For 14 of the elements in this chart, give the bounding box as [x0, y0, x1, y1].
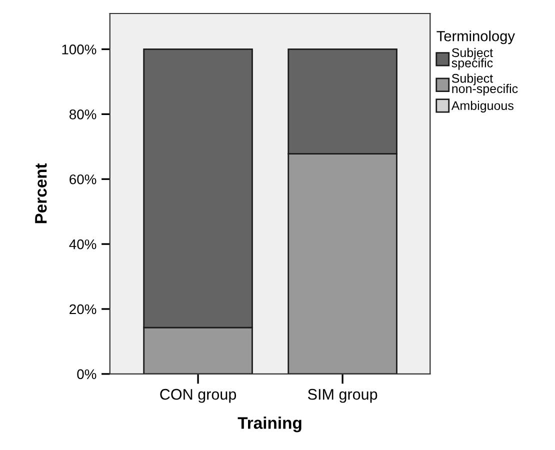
- y-tick-label: 0%: [77, 369, 96, 380]
- y-tick-label: 60%: [70, 174, 96, 184]
- legend-title: Terminology: [436, 30, 515, 44]
- y-tick-label: 20%: [70, 304, 96, 314]
- y-tick-label: 80%: [70, 110, 96, 120]
- y-axis-title: Percent: [35, 163, 47, 224]
- legend-label: Subject specific: [452, 48, 493, 70]
- x-tick-label: CON group: [160, 388, 236, 403]
- x-tick-label: SIM group: [308, 388, 378, 403]
- y-tick-label: 40%: [69, 239, 96, 250]
- legend-label: Subject non-specific: [452, 74, 518, 96]
- y-tick-label: 100%: [62, 44, 96, 54]
- legend-label: Ambiguous: [451, 100, 514, 113]
- x-axis-title: Training: [238, 416, 302, 432]
